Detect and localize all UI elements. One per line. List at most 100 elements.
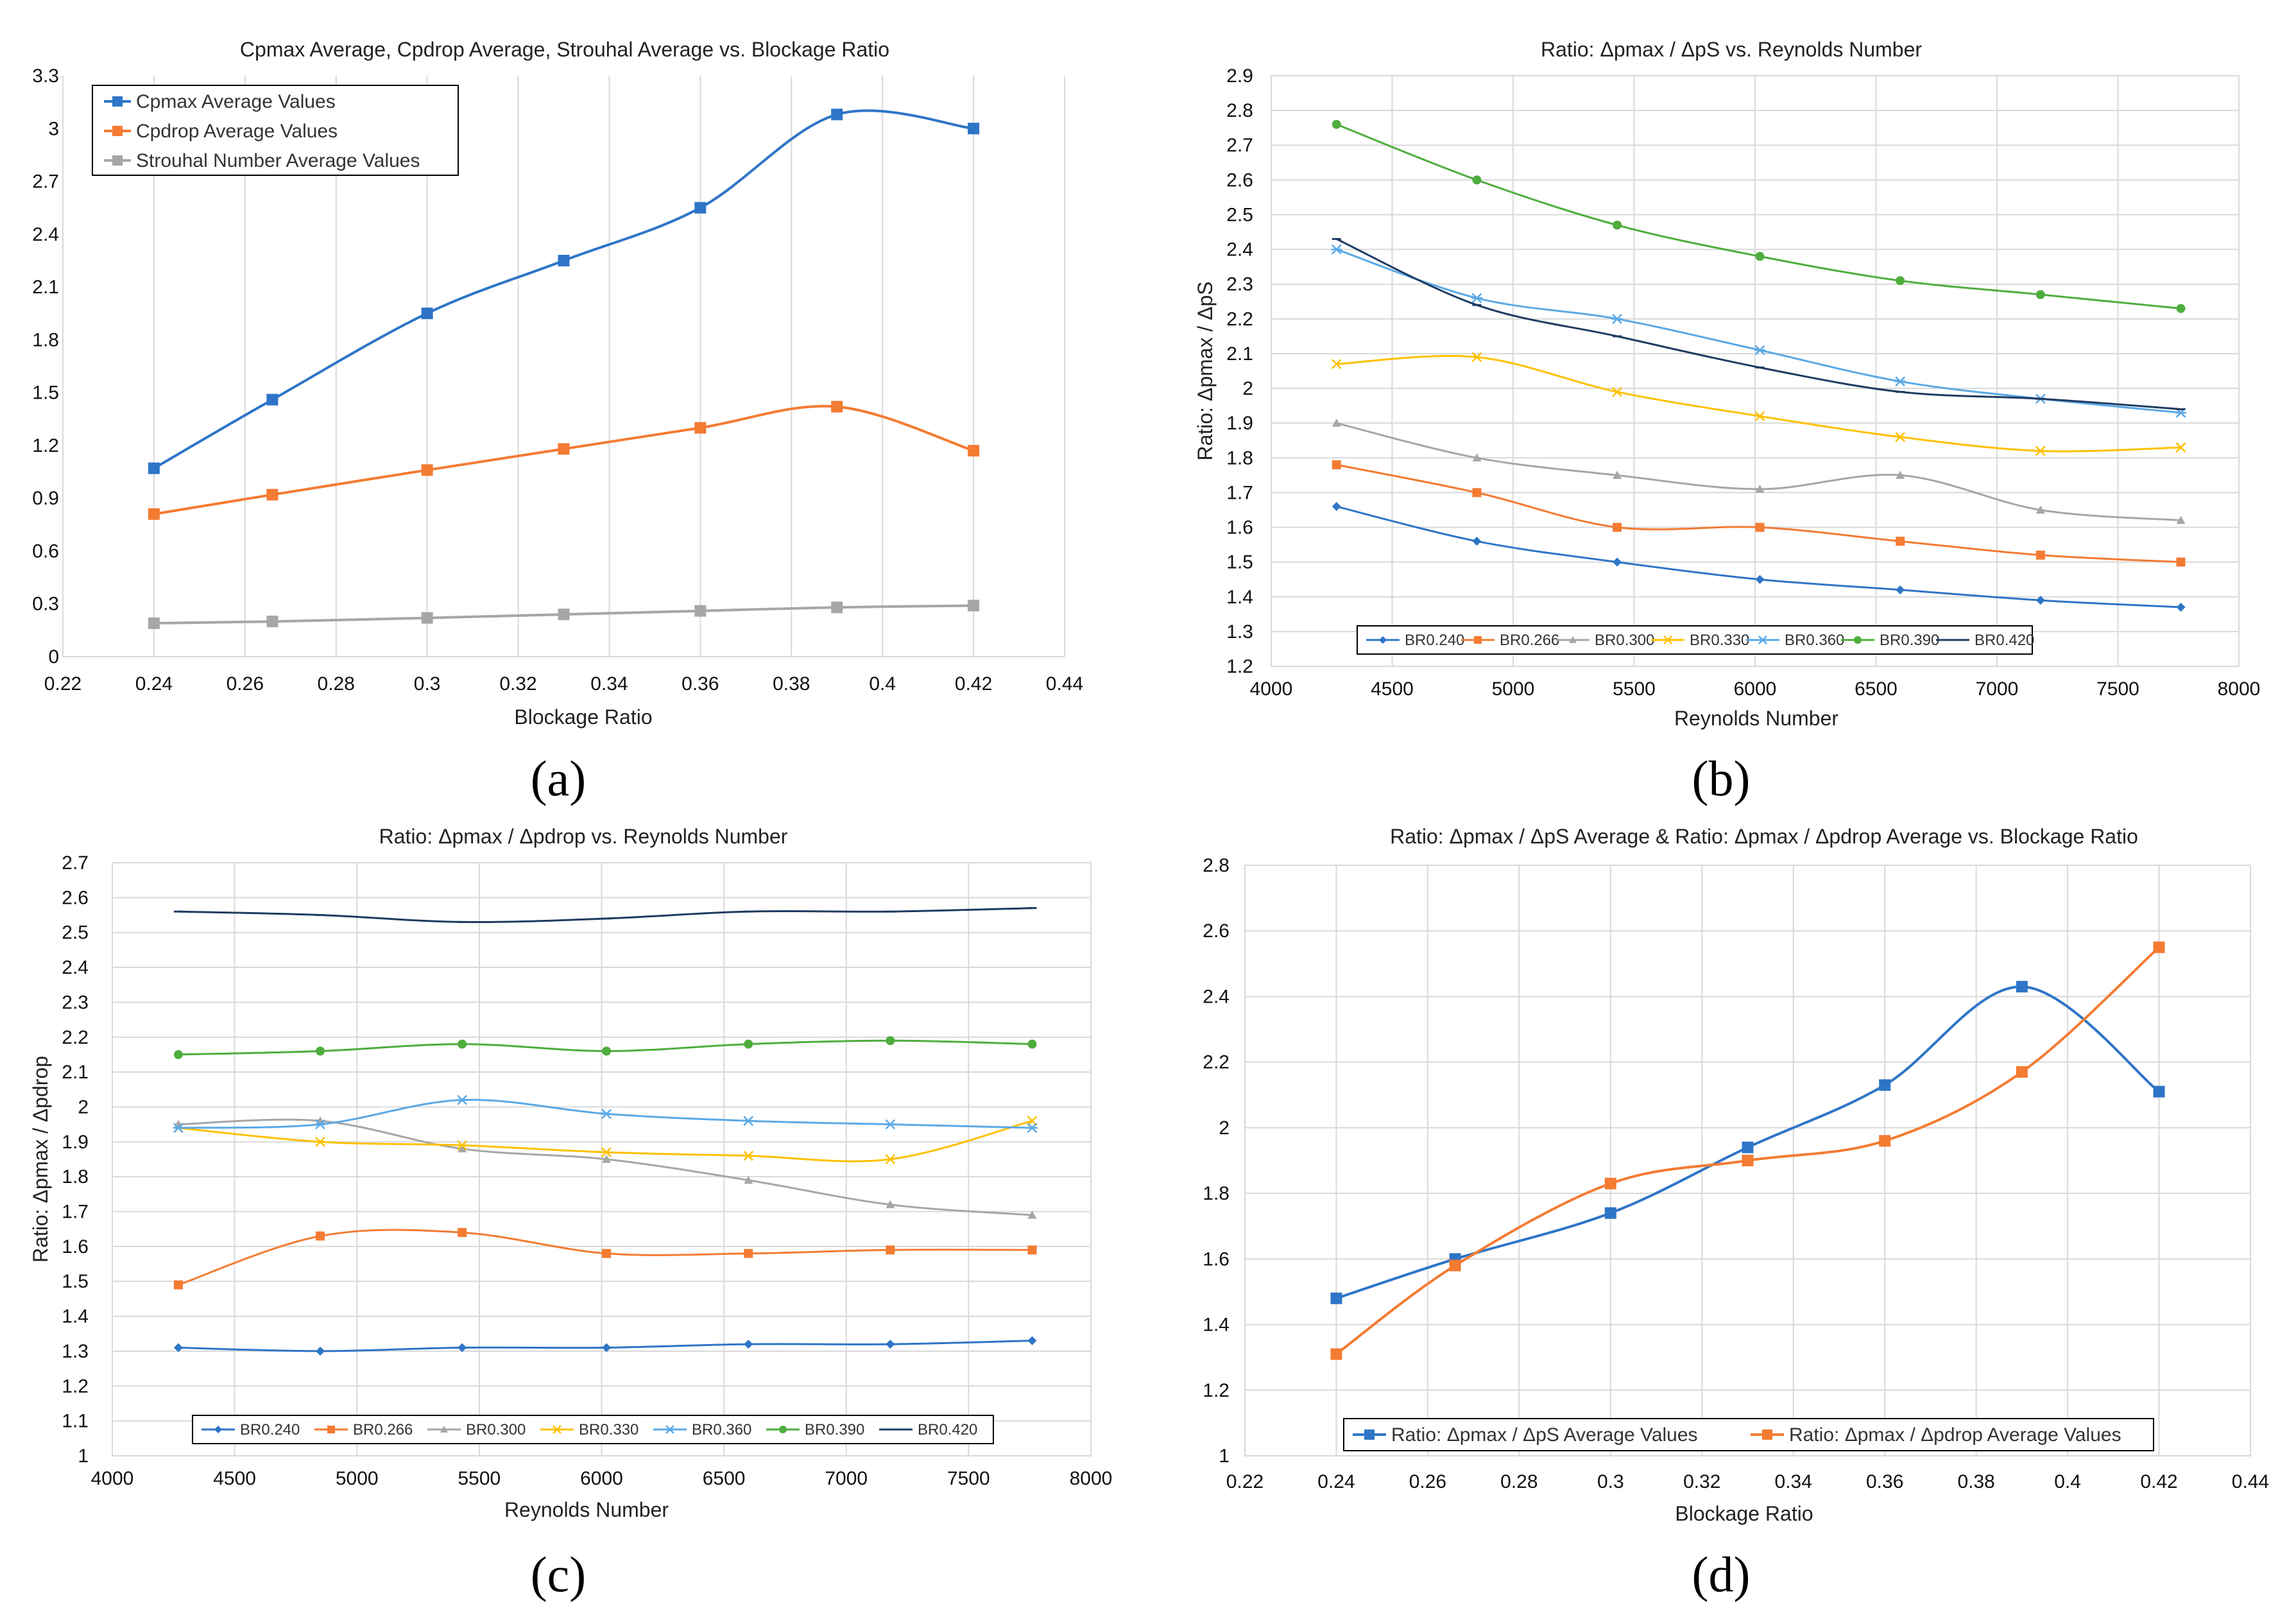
data-point <box>1332 419 1341 427</box>
data-point <box>2153 941 2165 953</box>
y-tick-label: 2.5 <box>1226 204 1253 225</box>
x-axis-label: Blockage Ratio <box>1675 1502 1813 1525</box>
data-point <box>2035 445 2046 456</box>
y-tick-label: 1.4 <box>1203 1315 1229 1336</box>
legend: Cpmax Average Values Cpdrop Average Value… <box>92 85 459 176</box>
y-tick-label: 1.8 <box>1203 1183 1229 1204</box>
y-tick-label: 2.4 <box>32 224 59 245</box>
y-tick-label: 1.6 <box>62 1236 89 1257</box>
data-point <box>886 1245 895 1255</box>
x-tick-label: 7500 <box>2096 678 2139 700</box>
y-tick-label: 2.4 <box>1203 986 1229 1007</box>
data-point <box>694 605 707 617</box>
data-point <box>421 612 433 624</box>
series-cpmax-average-values <box>148 108 980 474</box>
x-tick-label: 0.42 <box>955 673 992 695</box>
panel-b: 4000 4500 5000 5500 6000 6500 7000 7500 8000 1.2 1… <box>1148 0 2296 808</box>
x-tick-label: 0.36 <box>1866 1471 1903 1492</box>
chart-title: Ratio: Δpmax / ΔpS vs. Reynolds Number <box>1541 38 1922 61</box>
y-tick-label: 2.6 <box>1203 920 1229 942</box>
data-point <box>558 609 570 621</box>
data-point <box>457 1140 468 1151</box>
x-tick-label: 5500 <box>1613 678 1656 700</box>
data-point <box>1754 345 1765 356</box>
legend-item: Cpmax Average Values <box>104 91 336 112</box>
x-tick-label: 0.24 <box>1317 1471 1355 1492</box>
y-tick-label: 1 <box>1219 1446 1229 1467</box>
data-point <box>602 1155 612 1163</box>
x-axis-label: Blockage Ratio <box>514 705 652 729</box>
x-tick-label: 4000 <box>91 1468 134 1489</box>
y-tick-label: 2.2 <box>1226 309 1253 330</box>
data-point <box>421 464 433 476</box>
x-tick-label: 6000 <box>580 1468 623 1489</box>
legend-label: BR0.266 <box>1500 632 1559 649</box>
legend-item: BR0.240 <box>1366 632 1464 649</box>
legend-label: Strouhal Number Average Values <box>136 150 420 171</box>
data-point <box>1604 1207 1616 1219</box>
legend-item: Ratio: Δpmax / Δpdrop Average Values <box>1751 1424 2121 1446</box>
y-tick-label: 2.7 <box>1226 135 1253 156</box>
legend-item: Strouhal Number Average Values <box>104 150 420 171</box>
legend-item: Ratio: Δpmax / ΔpS Average Values <box>1353 1424 1698 1446</box>
x-tick-label: 4500 <box>1371 678 1414 700</box>
y-tick-label: 1.5 <box>32 383 59 404</box>
legend-label: BR0.240 <box>1405 632 1464 649</box>
legend-label: BR0.420 <box>1975 632 2034 649</box>
y-tick-label: 1.7 <box>62 1202 89 1223</box>
data-point <box>148 462 160 474</box>
x-axis-label: Reynolds Number <box>1674 707 1838 730</box>
data-point <box>2153 1085 2165 1098</box>
legend-label: BR0.300 <box>466 1421 526 1438</box>
chart-a: 0.22 0.24 0.26 0.28 0.3 0.32 0.34 0.36 0.38 0.4 0.… <box>32 38 1083 729</box>
legend-label: Cpdrop Average Values <box>136 121 338 142</box>
x-tick-label: 6500 <box>1855 678 1898 700</box>
data-point <box>2035 550 2045 560</box>
legend-box <box>1357 625 2033 655</box>
legend-swatch-marker <box>440 1426 448 1433</box>
y-tick-label: 3 <box>48 118 59 139</box>
gridlines <box>1244 865 2251 1456</box>
data-point <box>2035 289 2045 299</box>
series-strouhal-number-average-values <box>148 600 980 629</box>
data-point <box>1613 557 1622 567</box>
y-tick-label: 1.4 <box>1226 587 1253 608</box>
x-tick-label: 0.22 <box>44 673 81 695</box>
data-point <box>458 1144 467 1153</box>
y-tick-label: 2.8 <box>1203 855 1229 876</box>
series-br0-330 <box>173 1116 1038 1164</box>
y-axis-label: Ratio: Δpmax / ΔpS <box>1194 281 1217 460</box>
y-tick-label: 2.8 <box>1226 100 1253 121</box>
series-line <box>178 1118 1032 1216</box>
data-point <box>831 401 843 413</box>
y-tick-label: 0.9 <box>32 488 59 509</box>
legend-swatch-marker <box>1569 636 1577 643</box>
y-tick-label: 1.9 <box>1226 413 1253 434</box>
y-tick-label: 1.2 <box>62 1376 89 1397</box>
legend-swatch-marker <box>1364 1429 1375 1440</box>
series-br0-420 <box>1332 238 2186 411</box>
legend-swatch-marker <box>1663 635 1672 644</box>
data-point <box>1330 1348 1342 1360</box>
series-br0-390 <box>1332 119 2186 313</box>
data-point <box>421 307 433 320</box>
data-point <box>1896 537 1905 546</box>
y-tick-label: 2.3 <box>62 992 89 1013</box>
series-ratio-pmax-pdrop-average-values <box>1330 941 2165 1360</box>
data-point <box>266 393 278 406</box>
legend-swatch-marker <box>1762 1429 1772 1440</box>
legend-item: BR0.360 <box>1746 632 1844 649</box>
series-line <box>178 907 1032 924</box>
x-tick-label: 0.38 <box>773 673 810 695</box>
data-point <box>1611 313 1623 324</box>
panel-label-b: (b) <box>1692 750 1751 806</box>
legend-label: BR0.390 <box>1880 632 1939 649</box>
data-point <box>1471 293 1482 304</box>
x-tick-label: 5500 <box>458 1468 501 1489</box>
data-point <box>884 1119 896 1130</box>
legend: BR0.240 BR0.266 BR0.300 BR0.330 BR0.360 BR0.3… <box>192 1415 994 1444</box>
legend-item: BR0.330 <box>1651 632 1749 649</box>
panel-a: 0.22 0.24 0.26 0.28 0.3 0.32 0.34 0.36 0.38 0.4 0.… <box>0 0 1148 808</box>
data-point <box>968 600 980 612</box>
x-axis-label: Reynolds Number <box>504 1498 669 1521</box>
